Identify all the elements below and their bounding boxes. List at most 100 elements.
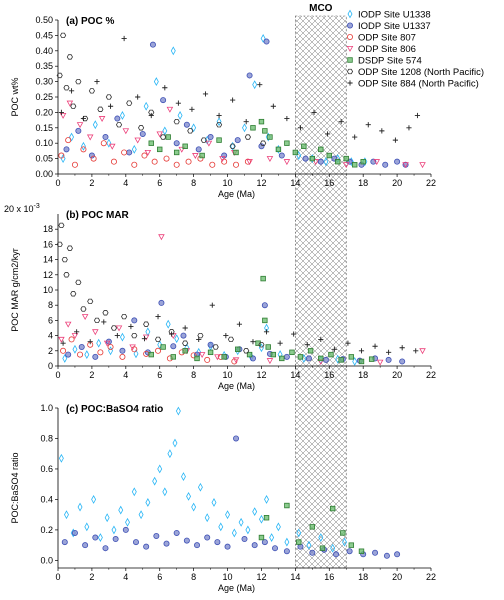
data-point [173, 118, 180, 125]
series-iodp-site-u1337 [63, 38, 409, 168]
data-point [365, 122, 371, 128]
y-tick-label: 2 [48, 346, 53, 356]
data-point [352, 162, 358, 168]
data-point [143, 101, 149, 111]
data-point [255, 340, 261, 346]
data-point [244, 134, 251, 140]
data-point [114, 115, 121, 122]
legend-item: ODP Site 807 [346, 32, 416, 43]
data-point [148, 351, 154, 358]
data-point [178, 146, 186, 153]
panel-title: (a) POC % [66, 16, 114, 27]
data-point [209, 302, 215, 308]
data-point [125, 517, 130, 527]
mco-shaded-band [295, 15, 347, 569]
data-point [60, 32, 67, 39]
data-point [157, 146, 163, 153]
data-point [204, 534, 211, 541]
data-point [262, 317, 268, 324]
x-tick-label: 4 [123, 572, 128, 582]
x-tick-label: 20 [392, 572, 402, 582]
data-point [170, 354, 176, 360]
data-point [162, 126, 168, 136]
data-point [70, 291, 77, 297]
y-tick-label: 0.25 [35, 92, 53, 102]
data-point [229, 143, 236, 149]
data-point [58, 453, 64, 463]
data-point [173, 140, 180, 147]
data-point [284, 502, 290, 509]
data-point [71, 333, 79, 340]
data-point [250, 339, 256, 345]
data-point [143, 321, 150, 327]
data-point [183, 121, 190, 128]
data-point [105, 338, 112, 345]
y-tick-label: 0 [48, 361, 53, 371]
data-point [318, 336, 324, 342]
data-point [318, 355, 324, 362]
data-point [87, 339, 93, 345]
data-point [97, 533, 103, 542]
data-point [243, 119, 249, 125]
data-point [114, 333, 120, 339]
data-point [110, 158, 117, 165]
legend-item: ODP Site 806 [346, 44, 416, 55]
x-tick-label: 18 [358, 370, 368, 380]
data-point [156, 131, 164, 138]
data-point [106, 138, 112, 148]
data-point [230, 141, 236, 151]
data-point [258, 143, 265, 150]
data-point [284, 537, 290, 547]
data-point [209, 161, 216, 168]
x-tick-label: 2 [89, 178, 94, 188]
data-point [141, 152, 148, 159]
data-point [241, 536, 248, 543]
data-point [317, 158, 324, 165]
data-point [153, 77, 159, 87]
data-point [368, 356, 375, 362]
data-point [216, 137, 222, 143]
data-point [235, 346, 241, 352]
data-point [92, 534, 99, 541]
data-point [392, 137, 398, 143]
data-point [180, 332, 187, 339]
data-point [283, 353, 290, 360]
data-point [297, 354, 304, 360]
data-point [175, 100, 181, 106]
y-tick-label: 0.35 [35, 61, 53, 71]
data-point [165, 134, 171, 140]
data-point [244, 158, 251, 165]
data-point [289, 349, 295, 356]
y-tick-label: 1.0 [40, 403, 53, 413]
y-tick-label: 0.05 [35, 154, 53, 164]
data-point [191, 502, 197, 512]
x-tick-label: 2 [89, 572, 94, 582]
data-point [170, 46, 176, 56]
series-iodp-site-u1338 [60, 34, 368, 167]
data-point [119, 111, 125, 120]
data-point [207, 349, 214, 356]
data-point [155, 347, 162, 354]
data-point [75, 78, 82, 85]
data-point [110, 325, 118, 331]
legend-marker [346, 68, 354, 75]
data-point [155, 314, 161, 320]
y-tick-label: 0.4 [40, 494, 53, 504]
y-tick-label: 16 [43, 239, 53, 249]
mco-label: MCO [309, 3, 333, 14]
data-point [126, 149, 133, 156]
data-point [258, 534, 265, 541]
legend-marker [347, 9, 353, 19]
data-point [167, 449, 173, 459]
data-point [263, 515, 270, 521]
data-point [309, 524, 316, 530]
data-point [194, 542, 201, 549]
data-point [56, 72, 63, 79]
data-point [88, 88, 95, 94]
data-point [386, 349, 392, 355]
data-point [383, 552, 390, 559]
data-point [318, 533, 324, 542]
data-point [86, 134, 94, 141]
data-point [108, 143, 116, 150]
data-point [160, 97, 167, 104]
